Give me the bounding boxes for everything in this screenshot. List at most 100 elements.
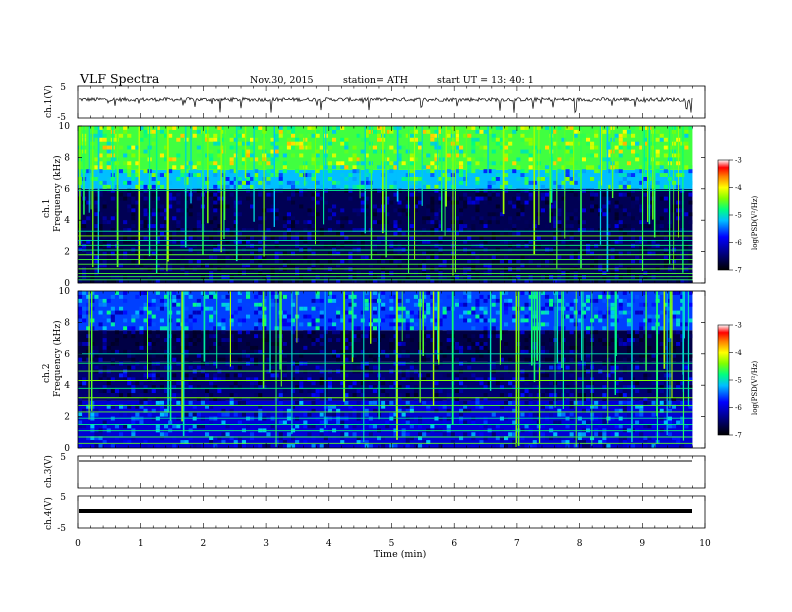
spectrogram-cell bbox=[196, 129, 201, 134]
spectrogram-cell bbox=[430, 302, 435, 307]
spectrogram-cell bbox=[475, 208, 480, 213]
spectrogram-cell bbox=[672, 397, 677, 401]
spectrogram-cell bbox=[217, 149, 222, 154]
spectrogram-cell bbox=[364, 334, 369, 339]
spectrogram-cell bbox=[606, 239, 611, 244]
spectrogram-cell bbox=[483, 420, 488, 425]
spectrogram-cell bbox=[303, 306, 308, 311]
spectrogram-cell bbox=[262, 314, 267, 319]
spectrogram-cell bbox=[413, 239, 418, 244]
spectrogram-cell bbox=[299, 204, 304, 209]
spectrogram-cell bbox=[590, 251, 595, 256]
spectrogram-cell bbox=[159, 436, 164, 441]
spectrogram-cell bbox=[274, 334, 279, 339]
spectrogram-cell bbox=[405, 177, 410, 181]
spectrogram-cell bbox=[372, 326, 377, 331]
spectrogram-cell bbox=[114, 436, 119, 441]
spectrogram-cell bbox=[143, 408, 148, 413]
spectrogram-cell bbox=[676, 161, 681, 166]
spectrogram-cell bbox=[680, 279, 685, 284]
spectrogram-cell bbox=[651, 444, 656, 449]
spectrogram-cell bbox=[131, 239, 136, 244]
spectrogram-cell bbox=[586, 306, 591, 311]
spectrogram-cell bbox=[405, 440, 410, 445]
spectrogram-cell bbox=[631, 141, 636, 146]
spectrogram-cell bbox=[180, 420, 185, 425]
spectrogram-cell bbox=[254, 255, 259, 260]
spectrogram-cell bbox=[413, 200, 418, 205]
spectrogram-cell bbox=[151, 224, 156, 229]
spectrogram-cell bbox=[594, 145, 599, 150]
spectrogram-cell bbox=[438, 404, 443, 409]
spectrogram-cell bbox=[213, 342, 218, 346]
spectrogram-cell bbox=[225, 373, 230, 378]
spectrogram-cell bbox=[672, 291, 677, 295]
spectrogram-cell bbox=[237, 177, 242, 181]
spectrogram-cell bbox=[618, 235, 623, 240]
spectrogram-cell bbox=[409, 263, 414, 268]
spectrogram-cell bbox=[241, 400, 246, 405]
spectrogram-cell bbox=[557, 184, 562, 189]
spectrogram-cell bbox=[172, 404, 177, 409]
spectrogram-cell bbox=[360, 239, 365, 244]
spectrogram-cell bbox=[94, 165, 99, 170]
spectrogram-cell bbox=[491, 149, 496, 154]
spectrogram-cell bbox=[176, 322, 181, 327]
spectrogram-cell bbox=[332, 294, 337, 299]
spectrogram-cell bbox=[94, 212, 99, 217]
spectrogram-cell bbox=[495, 232, 500, 236]
spectrogram-cell bbox=[450, 432, 455, 437]
spectrogram-cell bbox=[528, 192, 533, 197]
spectrogram-cell bbox=[549, 404, 554, 409]
spectrogram-cell bbox=[413, 157, 418, 162]
spectrogram-cell bbox=[606, 373, 611, 378]
spectrogram-cell bbox=[520, 408, 525, 413]
spectrogram-cell bbox=[270, 357, 275, 362]
spectrogram-cell bbox=[651, 145, 656, 150]
spectrogram-cell bbox=[250, 251, 255, 256]
spectrogram-cell bbox=[606, 224, 611, 229]
spectrogram-cell bbox=[274, 436, 279, 441]
spectrogram-cell bbox=[516, 212, 521, 217]
spectrogram-cell bbox=[483, 279, 488, 284]
spectrogram-cell bbox=[622, 291, 627, 295]
spectrogram-cell bbox=[389, 381, 394, 386]
spectrogram-cell bbox=[98, 180, 103, 185]
spectrogram-cell bbox=[635, 177, 640, 181]
spectrogram-cell bbox=[344, 345, 349, 350]
spectrogram-cell bbox=[221, 294, 226, 299]
spectrogram-cell bbox=[413, 444, 418, 449]
spectrogram-cell bbox=[323, 420, 328, 425]
spectrogram-cell bbox=[557, 126, 562, 130]
spectrogram-cell bbox=[626, 412, 631, 417]
spectrogram-cell bbox=[303, 228, 308, 233]
spectrogram-cell bbox=[151, 184, 156, 189]
spectrogram-cell bbox=[594, 129, 599, 134]
spectrogram-cell bbox=[196, 310, 201, 315]
spectrogram-cell bbox=[684, 133, 689, 138]
spectrogram-cell bbox=[442, 310, 447, 315]
spectrogram-cell bbox=[233, 169, 238, 174]
spectrogram-cell bbox=[336, 306, 341, 311]
spectrogram-cell bbox=[332, 404, 337, 409]
spectrogram-cell bbox=[434, 263, 439, 268]
spectrogram-cell bbox=[127, 377, 132, 382]
colorbar-tick-label: -4 bbox=[735, 349, 742, 357]
spectrogram-cell bbox=[286, 259, 291, 264]
spectrogram-cell bbox=[164, 157, 169, 162]
spectrogram-cell bbox=[221, 420, 226, 425]
spectrogram-cell bbox=[643, 220, 648, 225]
spectrogram-cell bbox=[286, 310, 291, 315]
spectrogram-cell bbox=[319, 444, 324, 449]
spectrogram-cell bbox=[626, 161, 631, 166]
spectrogram-cell bbox=[475, 255, 480, 260]
spectrogram-cell bbox=[504, 137, 509, 142]
spectrogram-cell bbox=[123, 440, 128, 445]
spectrogram-cell bbox=[250, 157, 255, 162]
spectrogram-cell bbox=[286, 432, 291, 437]
spectrogram-cell bbox=[430, 169, 435, 174]
spectrogram-cell bbox=[459, 173, 464, 178]
spectrogram-cell bbox=[336, 412, 341, 417]
spectrogram-cell bbox=[209, 294, 214, 299]
spectrogram-cell bbox=[491, 326, 496, 331]
